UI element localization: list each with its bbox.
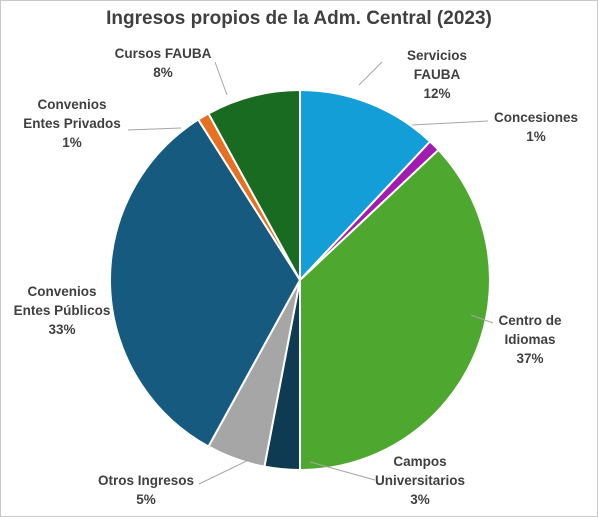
leader-line-concesiones xyxy=(411,120,489,126)
data-label-campos-universitarios: Campos Universitarios 3% xyxy=(375,454,465,507)
leader-line-servicios-fauba xyxy=(358,61,383,86)
data-label-servicios-fauba: Servicios FAUBA 12% xyxy=(407,48,467,101)
data-label-cursos-fauba: Cursos FAUBA 8% xyxy=(115,46,212,80)
leader-line-centro-de-idiomas xyxy=(470,314,494,324)
data-label-convenios-entes-publicos: Convenios Entes Públicos 33% xyxy=(14,284,111,337)
pie-slice-convenios-entes-publicos xyxy=(109,118,302,448)
data-label-otros-ingresos: Otros Ingresos 5% xyxy=(98,473,194,507)
leader-line-convenios-entes-privados xyxy=(127,127,182,131)
leader-line-cursos-fauba xyxy=(214,61,228,96)
chart-title: Ingresos propios de la Adm. Central (202… xyxy=(106,8,492,29)
pie-slice-centro-de-idiomas xyxy=(299,148,491,472)
pie-slice-cursos-fauba xyxy=(207,88,301,281)
leader-line-campos-universitarios xyxy=(309,461,376,481)
data-label-centro-de-idiomas: Centro de Idiomas 37% xyxy=(498,313,561,366)
data-label-convenios-entes-privados: Convenios Entes Privados 1% xyxy=(23,97,121,150)
pie-slice-servicios-fauba xyxy=(299,88,432,283)
leader-line-otros-ingresos xyxy=(198,453,262,485)
data-label-concesiones: Concesiones 1% xyxy=(494,110,578,144)
